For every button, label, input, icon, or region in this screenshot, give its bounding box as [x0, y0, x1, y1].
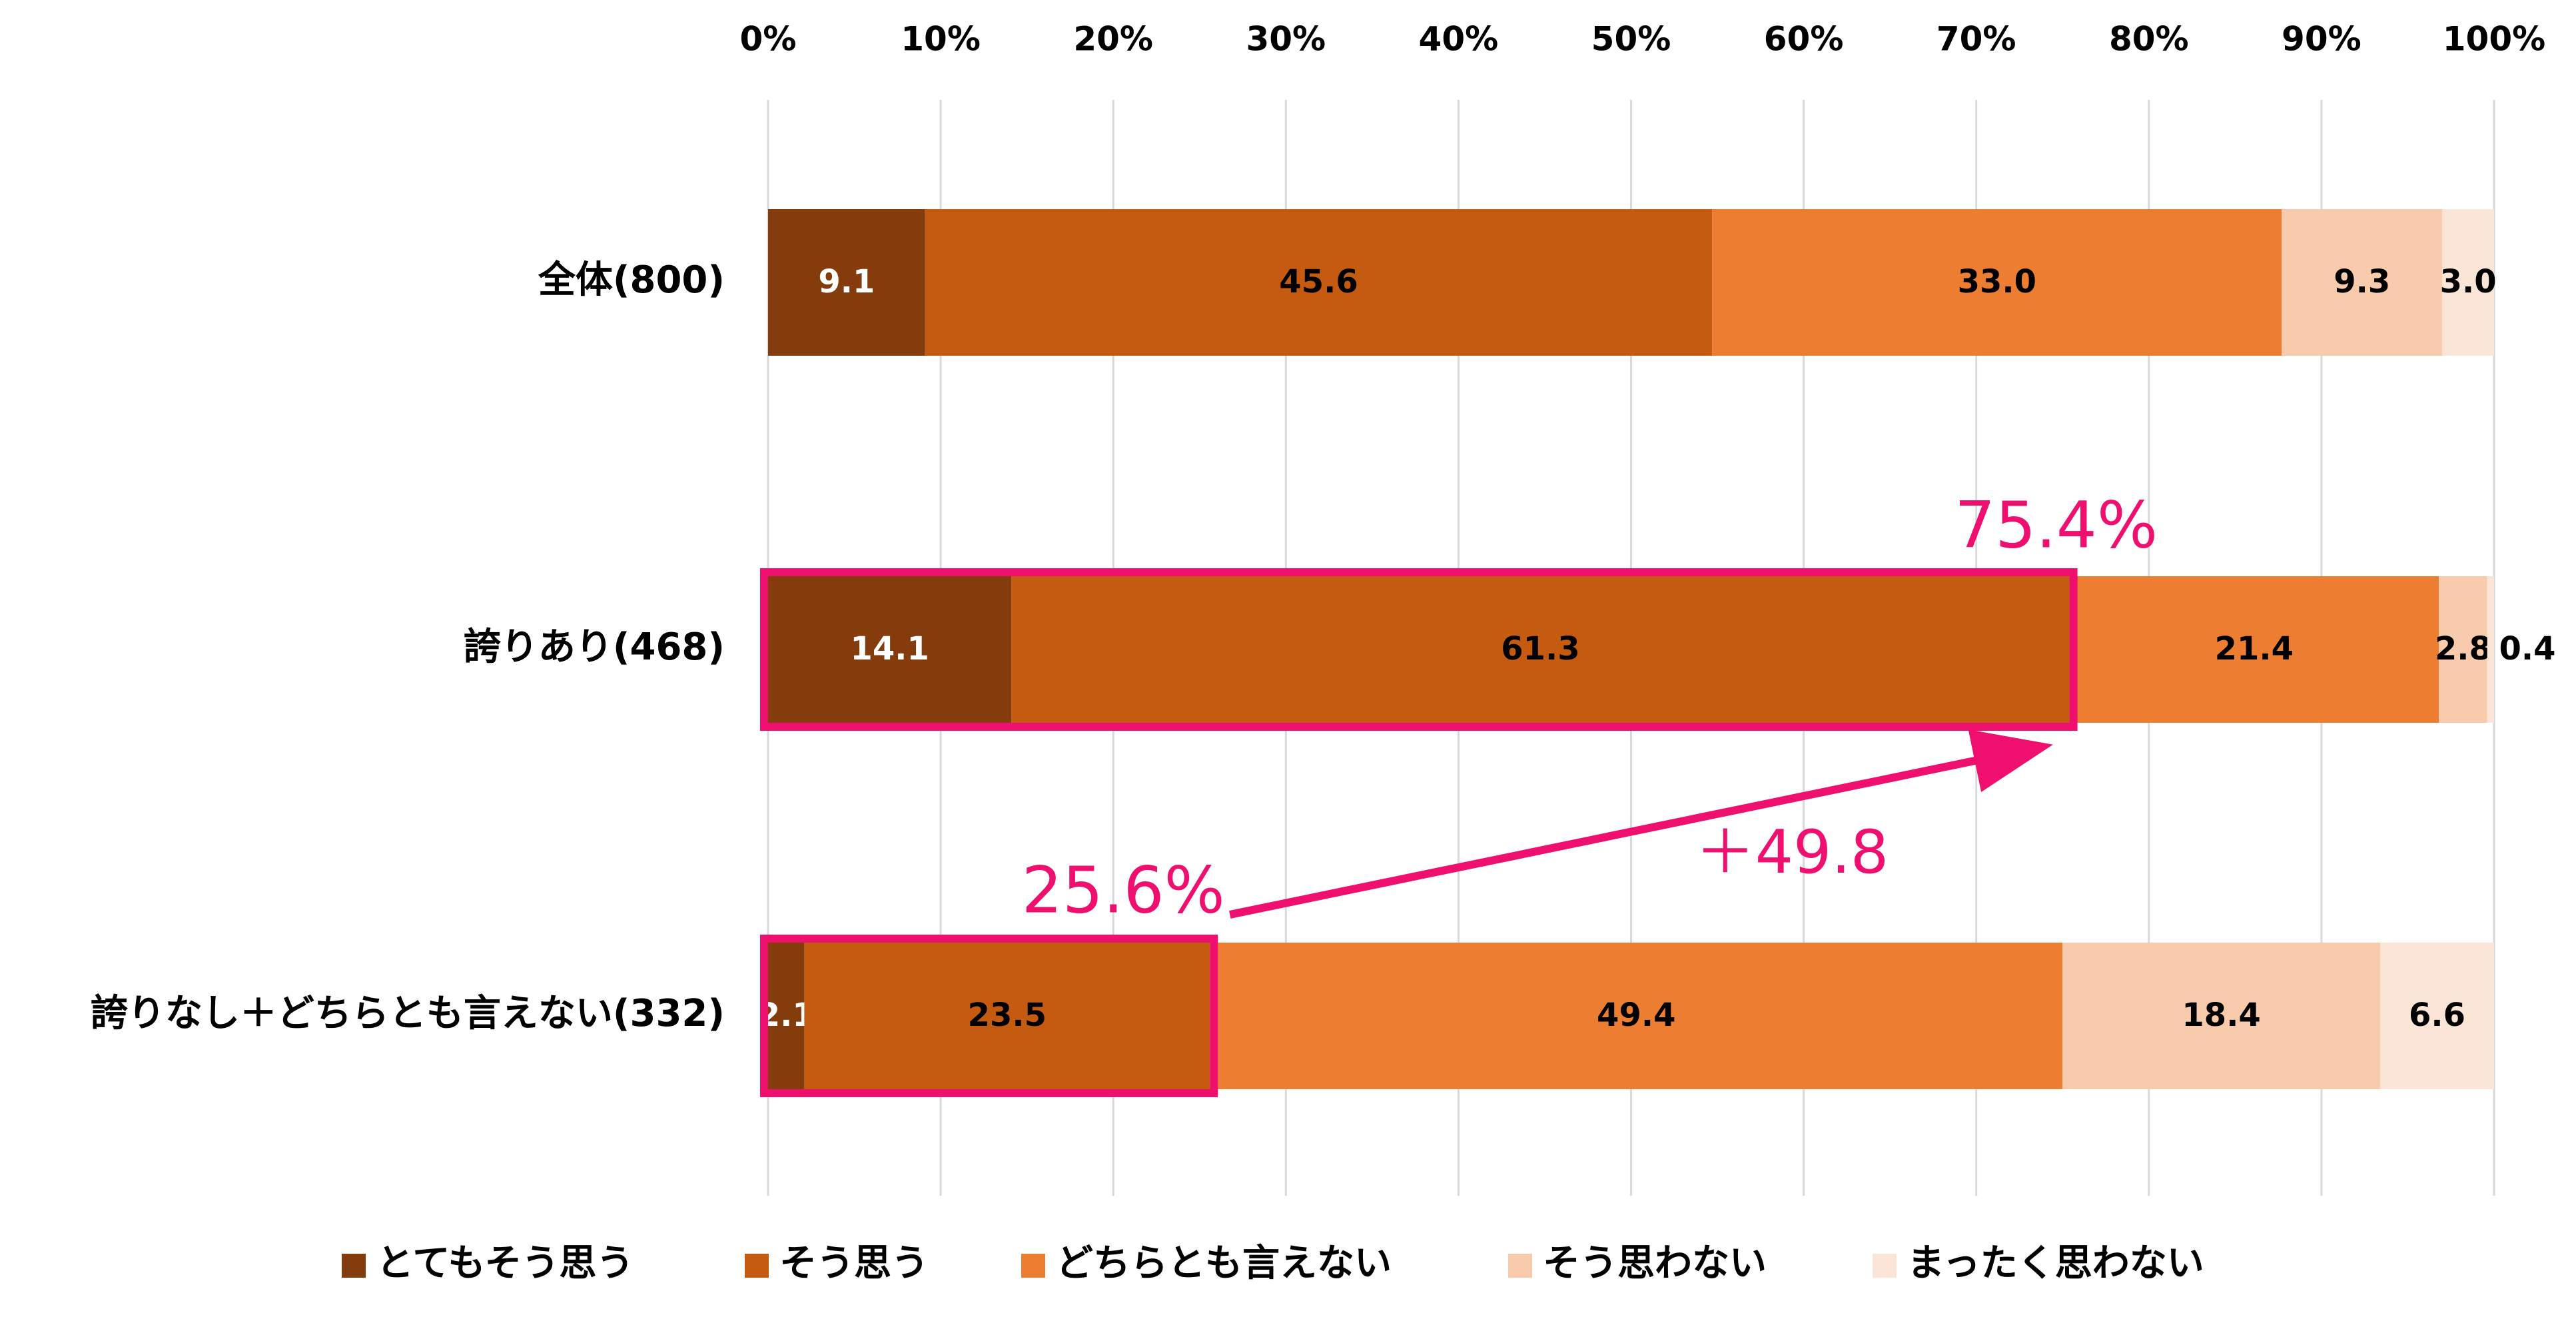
legend-swatch	[1021, 1254, 1045, 1278]
data-label: 14.1	[850, 630, 929, 667]
legend: とてもそう思う そう思う どちらとも言えない そう思わない まったく思わない	[342, 1242, 2204, 1285]
legend-label: そう思う	[779, 1242, 929, 1285]
x-axis-ticks: 0% 10% 20% 30% 40% 50% 60% 70% 80% 90% 100%	[740, 20, 2546, 59]
x-tick-label: 60%	[1764, 20, 1844, 59]
bar-segment	[1210, 943, 2063, 1089]
bar-segment	[2379, 943, 2494, 1089]
x-tick-label: 90%	[2282, 20, 2361, 59]
legend-label: そう思わない	[1543, 1242, 1767, 1285]
legend-label: まったく思わない	[1907, 1242, 2204, 1285]
bar-segment	[768, 943, 805, 1089]
x-tick-label: 70%	[1936, 20, 2016, 59]
data-label: 6.6	[2409, 997, 2465, 1034]
bar-segment	[804, 943, 1210, 1089]
x-tick-label: 50%	[1591, 20, 1671, 59]
category-label: 誇りあり(468)	[464, 626, 725, 669]
bar-segment	[2487, 576, 2494, 723]
highlight-box-bottom	[760, 935, 1218, 1097]
x-tick-label: 10%	[901, 20, 981, 59]
bar-segment	[2062, 943, 2380, 1089]
data-label: 9.3	[2334, 263, 2390, 300]
annotations: 75.4% 25.6% ＋49.8	[760, 488, 2158, 1097]
highlight-value-bottom: 25.6%	[1022, 853, 1225, 927]
legend-swatch	[342, 1254, 366, 1278]
data-label: 45.6	[1279, 263, 1358, 300]
difference-label: ＋49.8	[1695, 817, 1889, 887]
bar-segment	[2069, 576, 2439, 723]
legend-label: どちらとも言えない	[1056, 1242, 1392, 1285]
data-label: 61.3	[1501, 630, 1579, 667]
bars: 9.1 45.6 33.0 9.3 3.014.1 61.3 21.4 2.8 0.42.1 23…	[758, 209, 2556, 1089]
data-label: 2.8	[2435, 630, 2491, 667]
bar-segment	[1712, 209, 2282, 356]
x-tick-label: 20%	[1073, 20, 1153, 59]
legend-swatch	[1873, 1254, 1897, 1278]
highlight-box-top	[760, 568, 2078, 731]
highlight-value-top: 75.4%	[1954, 488, 2158, 562]
difference-arrow	[1229, 729, 2053, 919]
category-labels: 全体(800) 誇りあり(468) 誇りなし＋どちらとも言えない(332)	[91, 258, 725, 1035]
legend-label: とてもそう思う	[376, 1242, 634, 1285]
bar-segment	[2439, 576, 2487, 723]
x-tick-label: 40%	[1419, 20, 1499, 59]
data-label: 3.0	[2440, 263, 2497, 300]
x-tick-label: 80%	[2109, 20, 2189, 59]
data-label: 9.1	[818, 263, 875, 300]
data-label: 21.4	[2215, 630, 2294, 667]
category-label: 誇りなし＋どちらとも言えない(332)	[91, 992, 725, 1035]
bar-segment	[768, 209, 925, 356]
legend-swatch	[745, 1254, 769, 1278]
x-tick-label: 0%	[740, 20, 797, 59]
data-label: 18.4	[2182, 997, 2260, 1034]
bar-segment	[925, 209, 1713, 356]
legend-swatch	[1508, 1254, 1532, 1278]
bar-segment	[2282, 209, 2443, 356]
data-label: 0.4	[2499, 630, 2555, 667]
x-tick-label: 100%	[2443, 20, 2545, 59]
data-label: 49.4	[1597, 997, 1675, 1034]
data-label: 33.0	[1958, 263, 2036, 300]
x-tick-label: 30%	[1246, 20, 1326, 59]
category-label: 全体(800)	[538, 258, 725, 302]
bar-segment	[1011, 576, 2070, 723]
bar-segment	[2442, 209, 2494, 356]
bar-segment	[768, 576, 1012, 723]
data-label: 23.5	[968, 997, 1047, 1034]
